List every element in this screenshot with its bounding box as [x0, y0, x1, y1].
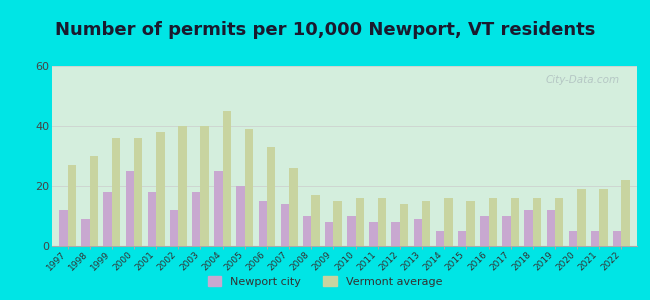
Bar — [81, 219, 90, 246]
Text: City-Data.com: City-Data.com — [545, 75, 619, 85]
Bar — [356, 198, 364, 246]
Bar — [68, 165, 76, 246]
Bar — [311, 195, 320, 246]
Bar — [591, 231, 599, 246]
Bar — [156, 132, 164, 246]
Bar — [125, 171, 134, 246]
Bar — [613, 231, 621, 246]
Bar — [303, 216, 311, 246]
Bar — [90, 156, 98, 246]
Bar — [214, 171, 222, 246]
Bar — [369, 222, 378, 246]
Bar — [547, 210, 555, 246]
Legend: Newport city, Vermont average: Newport city, Vermont average — [203, 272, 447, 291]
Bar — [502, 216, 511, 246]
Bar — [289, 168, 298, 246]
Bar — [222, 111, 231, 246]
Bar — [103, 192, 112, 246]
Bar — [178, 126, 187, 246]
Bar — [259, 201, 267, 246]
Bar — [525, 210, 533, 246]
Bar — [192, 192, 200, 246]
Bar — [489, 198, 497, 246]
Bar — [134, 138, 142, 246]
Bar — [200, 126, 209, 246]
Bar — [378, 198, 386, 246]
Bar — [458, 231, 466, 246]
Bar — [599, 189, 608, 246]
Bar — [400, 204, 408, 246]
Bar — [444, 198, 452, 246]
Bar — [577, 189, 586, 246]
Bar — [413, 219, 422, 246]
Bar — [245, 129, 254, 246]
Bar — [237, 186, 245, 246]
Bar — [555, 198, 564, 246]
Bar — [391, 222, 400, 246]
Text: Number of permits per 10,000 Newport, VT residents: Number of permits per 10,000 Newport, VT… — [55, 21, 595, 39]
Bar — [467, 201, 474, 246]
Bar — [333, 201, 342, 246]
Bar — [533, 198, 541, 246]
Bar — [436, 231, 444, 246]
Bar — [621, 180, 630, 246]
Bar — [281, 204, 289, 246]
Bar — [112, 138, 120, 246]
Bar — [325, 222, 333, 246]
Bar — [422, 201, 430, 246]
Bar — [480, 216, 489, 246]
Bar — [569, 231, 577, 246]
Bar — [511, 198, 519, 246]
Bar — [59, 210, 68, 246]
Bar — [170, 210, 178, 246]
Bar — [267, 147, 276, 246]
Bar — [148, 192, 156, 246]
Bar — [347, 216, 356, 246]
